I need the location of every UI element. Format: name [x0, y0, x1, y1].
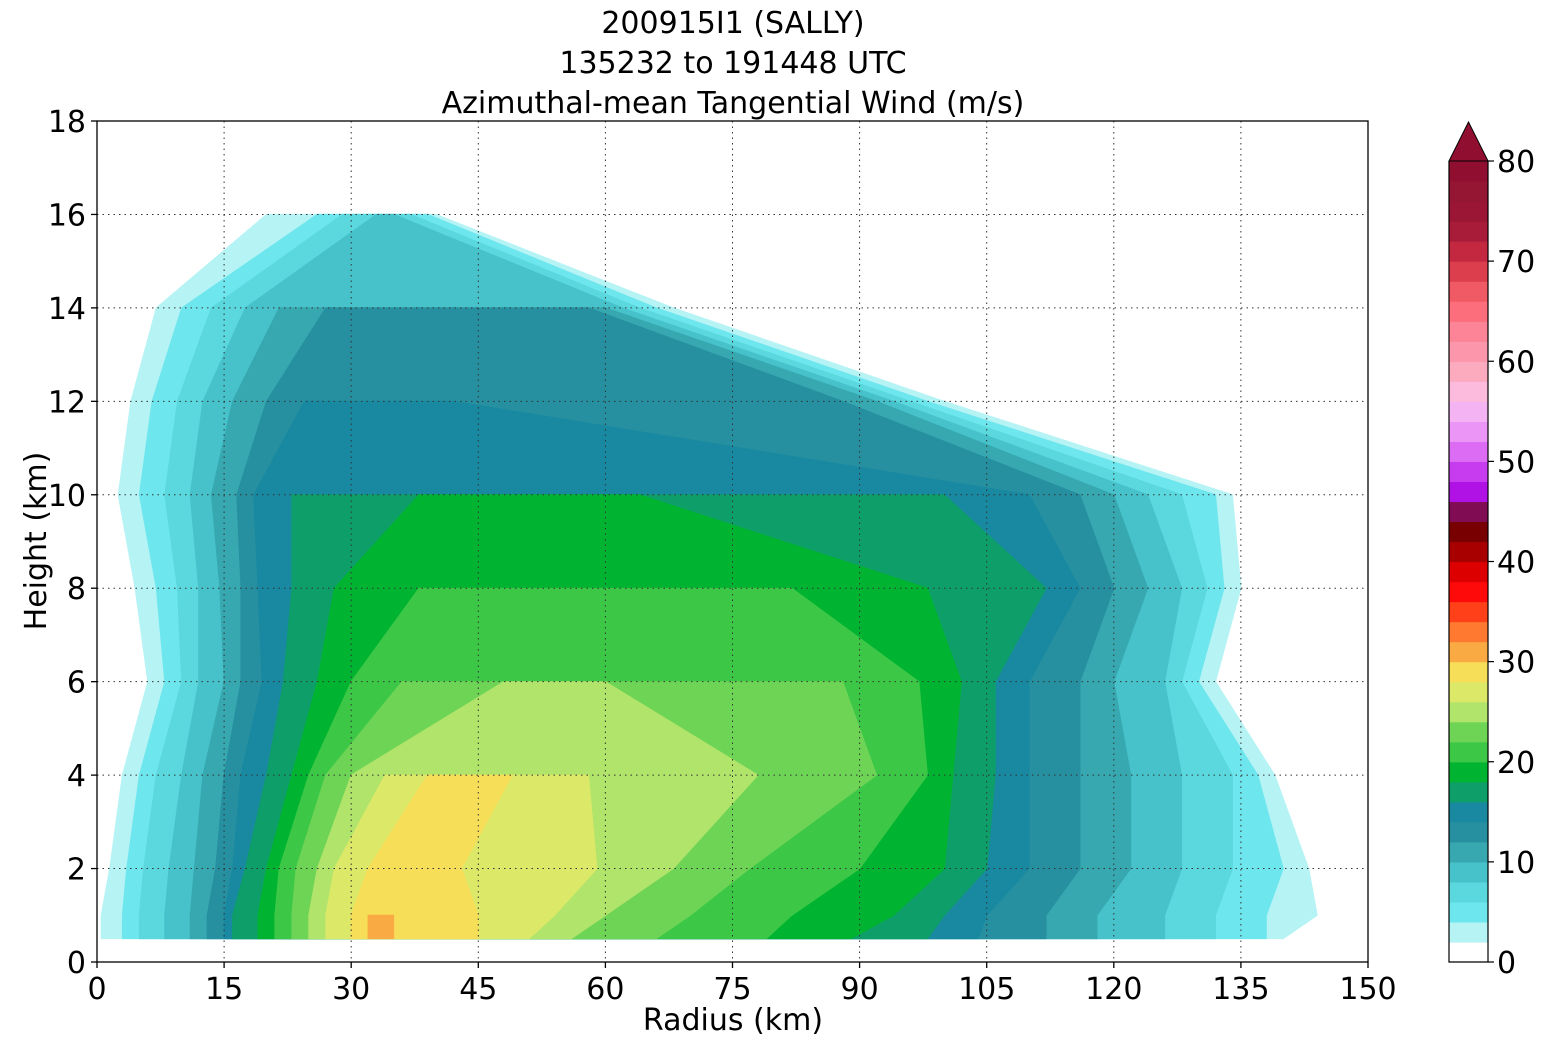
colorbar	[1448, 120, 1489, 963]
colorbar-segment-34	[1449, 601, 1488, 623]
x-tick-label-15: 15	[205, 972, 243, 1007]
x-axis: 0 15 30 45 60 75 90 105 120 135 150	[87, 962, 1397, 1007]
colorbar-segment-36	[1449, 581, 1488, 603]
y-tick-label-16: 16	[48, 198, 86, 233]
y-tick-label-10: 10	[48, 479, 86, 514]
y-tick-label-18: 18	[48, 105, 86, 140]
colorbar-segment-52	[1449, 421, 1488, 442]
colorbar-tick-label-50: 50	[1497, 445, 1535, 480]
colorbar-segment-68	[1449, 261, 1488, 282]
y-tick-label-0: 0	[67, 946, 86, 981]
colorbar-segment-28	[1449, 661, 1488, 683]
colorbar-segment-64	[1449, 301, 1488, 322]
colorbar-segment-22	[1449, 721, 1488, 743]
colorbar-tick-label-40: 40	[1497, 546, 1535, 581]
chart-title-line-3: Azimuthal-mean Tangential Wind (m/s)	[442, 86, 1025, 121]
y-tick-label-2: 2	[67, 853, 86, 888]
colorbar-segment-32	[1449, 621, 1488, 643]
colorbar-tick-label-30: 30	[1497, 646, 1535, 681]
colorbar-segment-12	[1449, 821, 1488, 843]
colorbar-segment-62	[1449, 321, 1488, 342]
colorbar-segment-38	[1449, 561, 1488, 583]
y-tick-label-14: 14	[48, 292, 86, 327]
colorbar-segment-76	[1449, 181, 1488, 202]
colorbar-segment-44	[1449, 501, 1488, 523]
colorbar-extend-arrow	[1448, 120, 1489, 162]
colorbar-segment-20	[1449, 741, 1488, 763]
colorbar-segment-10	[1449, 841, 1488, 863]
colorbar-segment-66	[1449, 281, 1488, 302]
colorbar-segment-56	[1449, 381, 1488, 402]
chart-title-line-2: 135232 to 191448 UTC	[559, 46, 906, 81]
colorbar-segment-2	[1449, 921, 1488, 943]
x-tick-label-0: 0	[87, 972, 106, 1007]
colorbar-tick-label-70: 70	[1497, 245, 1535, 280]
x-tick-label-135: 135	[1212, 972, 1269, 1007]
x-tick-label-150: 150	[1339, 972, 1396, 1007]
colorbar-tick-label-80: 80	[1497, 145, 1535, 180]
x-tick-label-75: 75	[713, 972, 751, 1007]
x-tick-label-60: 60	[586, 972, 624, 1007]
chart-title-line-1: 200915I1 (SALLY)	[601, 6, 864, 41]
colorbar-segment-72	[1449, 221, 1488, 242]
y-tick-label-4: 4	[67, 759, 86, 794]
contour-band-31	[367, 914, 395, 940]
colorbar-segment-42	[1449, 521, 1488, 543]
x-tick-label-90: 90	[841, 972, 879, 1007]
x-tick-label-105: 105	[958, 972, 1015, 1007]
colorbar-axis: 0 10 20 30 40 50 60 70 80	[1488, 145, 1535, 981]
colorbar-segment-60	[1449, 341, 1488, 362]
y-tick-label-8: 8	[67, 572, 86, 607]
colorbar-segment-74	[1449, 201, 1488, 222]
colorbar-segment-50	[1449, 441, 1488, 462]
colorbar-segment-4	[1449, 901, 1488, 923]
colorbar-segment-24	[1449, 701, 1488, 723]
y-axis-label: Height (km)	[19, 452, 54, 631]
colorbar-segment-26	[1449, 681, 1488, 703]
y-axis: 0 2 4 6 8 10 12 14 16 18	[48, 105, 97, 981]
colorbar-segment-58	[1449, 361, 1488, 382]
plot-area	[100, 213, 1318, 940]
x-tick-label-45: 45	[459, 972, 497, 1007]
x-axis-label: Radius (km)	[643, 1003, 823, 1038]
colorbar-tick-label-20: 20	[1497, 746, 1535, 781]
colorbar-segment-18	[1449, 761, 1488, 783]
x-tick-label-120: 120	[1085, 972, 1142, 1007]
colorbar-segment-40	[1449, 541, 1488, 563]
colorbar-segment-70	[1449, 241, 1488, 262]
colorbar-segment-0	[1449, 941, 1488, 963]
colorbar-segment-14	[1449, 801, 1488, 823]
colorbar-segment-78	[1449, 161, 1488, 182]
colorbar-segment-16	[1449, 781, 1488, 803]
colorbar-tick-label-10: 10	[1497, 846, 1535, 881]
colorbar-segment-48	[1449, 461, 1488, 483]
x-tick-label-30: 30	[332, 972, 370, 1007]
y-tick-label-6: 6	[67, 666, 86, 701]
colorbar-segment-46	[1449, 481, 1488, 503]
colorbar-tick-label-60: 60	[1497, 345, 1535, 380]
colorbar-tick-label-0: 0	[1497, 946, 1516, 981]
colorbar-segment-30	[1449, 641, 1488, 663]
colorbar-segment-8	[1449, 861, 1488, 883]
y-tick-label-12: 12	[48, 385, 86, 420]
colorbar-segment-6	[1449, 881, 1488, 903]
colorbar-segment-54	[1449, 401, 1488, 422]
